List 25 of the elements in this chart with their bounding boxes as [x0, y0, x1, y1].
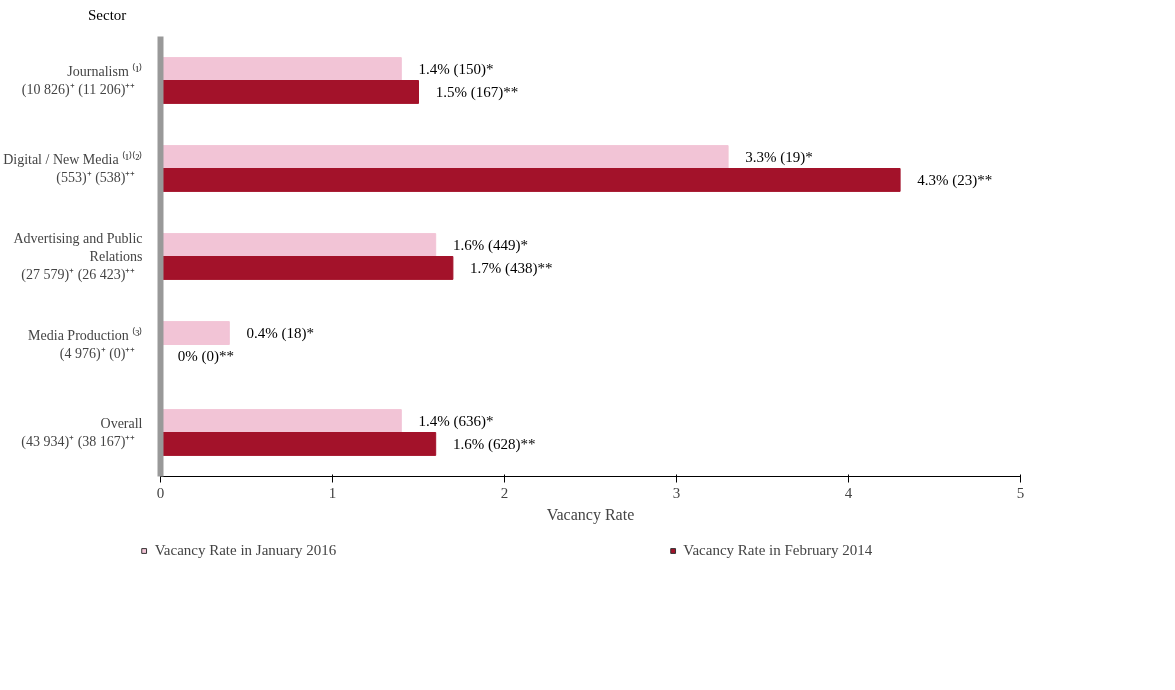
legend-label: Vacancy Rate in January 2016: [154, 541, 337, 559]
data-label: 1.7% (438)**: [470, 260, 553, 278]
y-tick-label: Journalism ⁽¹⁾ (10 826)⁺ (11 206)⁺⁺: [21, 63, 143, 99]
data-label: 3.3% (19)*: [745, 149, 813, 167]
x-tick-label: 5: [1016, 484, 1025, 501]
y-tick-label: Overall (43 934)⁺ (38 167)⁺⁺: [21, 416, 143, 451]
y-axis-title: Sector: [88, 6, 127, 25]
data-label: 0% (0)**: [177, 348, 234, 366]
y-tick-label: Media Production ⁽³⁾ (4 976)⁺ (0)⁺⁺: [28, 327, 143, 363]
data-label: 1.4% (636)*: [418, 413, 494, 431]
x-tick-label: 4: [844, 484, 853, 501]
data-label: 4.3% (23)**: [917, 172, 993, 190]
y-tick-label: Digital / New Media ⁽¹⁾⁽²⁾ (553)⁺ (538)⁺⁺: [3, 151, 143, 187]
x-tick-label: 0: [156, 484, 165, 501]
x-tick-label: 2: [500, 484, 509, 501]
x-tick-label: 1: [328, 484, 337, 501]
data-label: 1.4% (150)*: [418, 61, 494, 79]
data-label: 0.4% (18)*: [246, 325, 314, 343]
x-axis-title: Vacancy Rate: [546, 505, 635, 524]
y-tick-label: Advertising and Public Relations (27 579)⁺ (26 423)⁺⁺: [13, 231, 143, 284]
x-tick-label: 3: [672, 484, 681, 501]
legend-label: Vacancy Rate in February 2014: [683, 541, 873, 559]
data-label: 1.5% (167)**: [435, 84, 519, 102]
data-label: 1.6% (449)*: [452, 237, 528, 255]
data-label: 1.6% (628)**: [452, 436, 536, 454]
